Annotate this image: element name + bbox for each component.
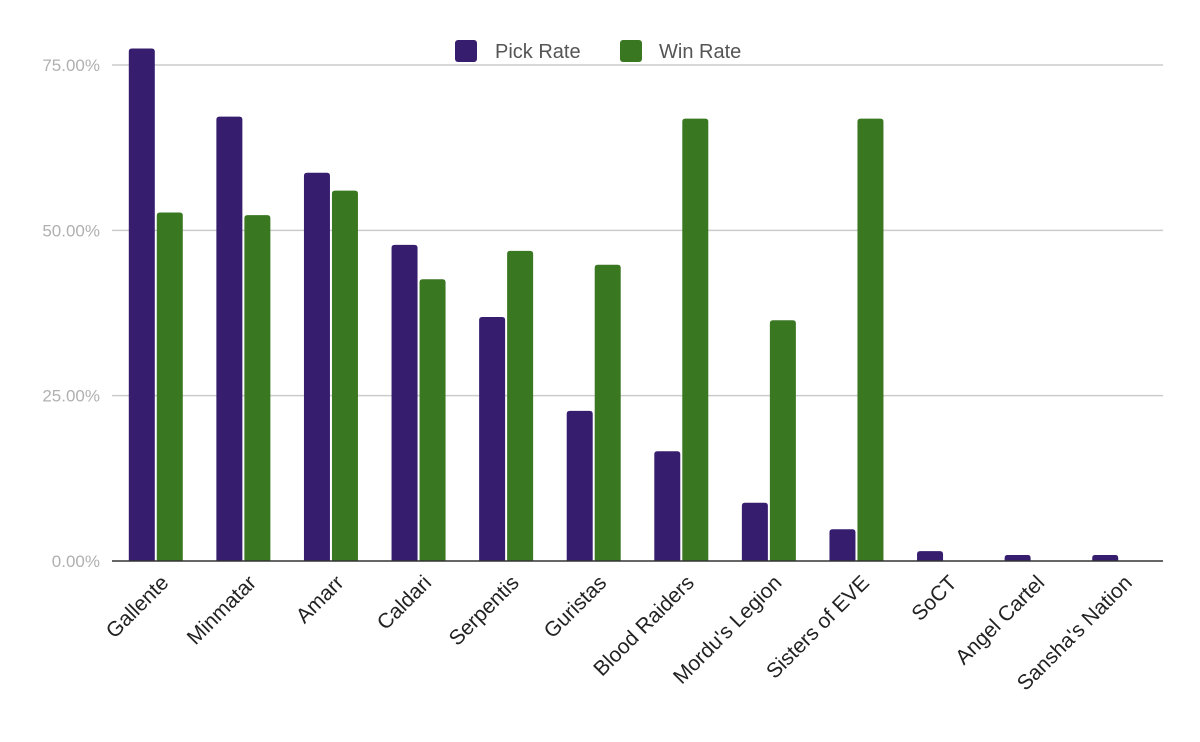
bar-pick-rate	[216, 116, 243, 562]
x-tick-label: SoCT	[907, 571, 961, 625]
y-tick-label: 50.00%	[42, 221, 100, 240]
x-tick-label: Serpentis	[445, 571, 524, 650]
x-tick-label: Guristas	[540, 571, 612, 643]
bar-win-rate	[156, 212, 183, 561]
bar-pick-rate	[829, 529, 856, 561]
y-tick-label: 25.00%	[42, 387, 100, 406]
bar-pick-rate	[128, 48, 155, 561]
bar-pick-rate	[654, 451, 681, 561]
bar-pick-rate	[303, 172, 330, 561]
x-tick-label: Caldari	[373, 571, 436, 634]
legend-swatch	[620, 40, 642, 62]
bar-win-rate	[331, 190, 358, 562]
bar-pick-rate	[741, 502, 768, 561]
y-tick-label: 0.00%	[52, 552, 100, 571]
bar-pick-rate	[1004, 555, 1031, 561]
bar-pick-rate	[391, 244, 418, 561]
x-tick-label: Minmatar	[183, 571, 261, 649]
legend-label: Win Rate	[659, 41, 741, 63]
y-tick-label: 75.00%	[42, 56, 100, 75]
bar-win-rate	[769, 320, 796, 561]
bar-win-rate	[244, 215, 271, 561]
legend-swatch	[455, 40, 477, 62]
bar-win-rate	[507, 250, 534, 562]
bar-win-rate	[419, 279, 446, 561]
bar-win-rate	[594, 264, 621, 561]
x-tick-label: Angel Cartel	[951, 571, 1049, 669]
bar-pick-rate	[917, 551, 944, 561]
bar-pick-rate	[566, 410, 593, 561]
legend-label: Pick Rate	[495, 41, 581, 63]
x-tick-label: Gallente	[102, 571, 174, 643]
bar-win-rate	[857, 118, 884, 562]
bar-pick-rate	[1092, 555, 1119, 561]
x-tick-label: Amarr	[292, 571, 349, 628]
bar-win-rate	[682, 118, 709, 562]
bar-pick-rate	[479, 316, 506, 561]
